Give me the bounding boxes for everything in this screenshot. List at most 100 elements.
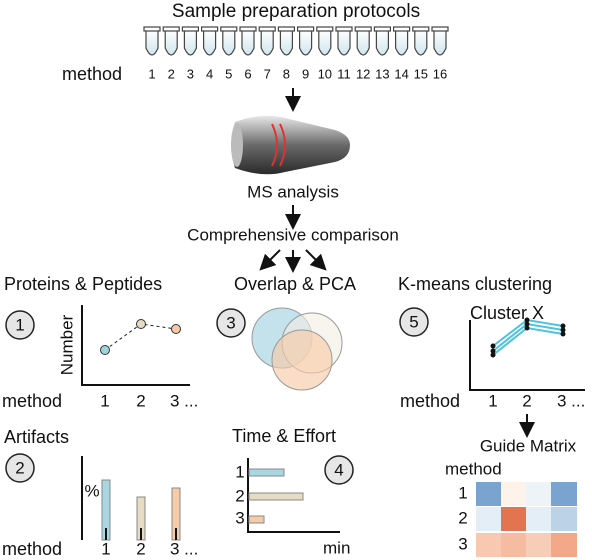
method-number: 16 (433, 66, 447, 81)
method-label: method (62, 64, 122, 84)
tube (375, 29, 389, 56)
panel-title: Proteins & Peptides (4, 274, 162, 294)
method-number: 15 (414, 66, 428, 81)
method-number: 1 (148, 66, 155, 81)
tube (433, 29, 447, 56)
tube (414, 29, 428, 56)
tube-cap (181, 26, 199, 32)
badge-number: 4 (334, 460, 343, 479)
matrix-title: Guide Matrix (480, 436, 577, 455)
tube-cap (316, 26, 334, 32)
y-tick: 1 (235, 462, 244, 481)
matrix-row: 3 (458, 534, 467, 553)
tube (299, 29, 313, 56)
tube (183, 29, 197, 56)
axes (81, 305, 190, 386)
cluster-points (490, 317, 566, 358)
x-tick: 2 (136, 391, 145, 410)
y-label: % (84, 481, 99, 500)
badge-number: 1 (15, 315, 24, 334)
tube-cap (412, 26, 430, 32)
y-tick: 2 (235, 486, 244, 505)
matrix-row: 2 (458, 508, 467, 527)
step: MS analysis (247, 182, 339, 201)
method-number: 4 (206, 66, 213, 81)
tube-cap (220, 26, 238, 32)
tube-cap (431, 26, 449, 32)
x-tick: 1 (100, 391, 109, 410)
method-number: 3 (187, 66, 194, 81)
badge (5, 453, 35, 483)
x-tick: 3 ... (170, 539, 198, 558)
tube (145, 29, 159, 56)
tube (318, 29, 332, 56)
matrix-row: 1 (458, 483, 467, 502)
panel-title: Overlap & PCA (234, 274, 356, 294)
method-number: 10 (318, 66, 332, 81)
matrix (476, 482, 577, 557)
method-number: 9 (302, 66, 309, 81)
tube (203, 29, 217, 56)
step: Comprehensive comparison (187, 225, 399, 244)
tube-cap (239, 26, 257, 32)
badge (216, 308, 246, 338)
arrow (305, 249, 327, 271)
method-number: 6 (244, 66, 251, 81)
matrix-row-label: method (445, 459, 502, 478)
axes (247, 458, 340, 533)
tube-cap (297, 26, 315, 32)
panel-subtitle: Cluster X (470, 303, 544, 323)
tube (395, 29, 409, 56)
bars (248, 468, 304, 524)
tube (260, 29, 274, 56)
badge-number: 5 (409, 312, 418, 331)
tube-cap (162, 26, 180, 32)
point (171, 324, 181, 334)
title: Sample preparation protocols (172, 1, 420, 22)
badge (399, 307, 429, 337)
tube (337, 29, 351, 56)
tube (164, 29, 178, 56)
badge-number: 2 (15, 458, 24, 477)
ms-instrument (231, 115, 350, 175)
point (136, 319, 146, 329)
tube-cap (201, 26, 219, 32)
bars (101, 479, 181, 541)
tube-cap (277, 26, 295, 32)
point (100, 345, 110, 355)
badge (5, 310, 35, 340)
tube-cap (354, 26, 372, 32)
badge-number: 3 (226, 313, 235, 332)
badge (324, 455, 354, 485)
x-tick: 3 ... (557, 391, 585, 410)
tubes (143, 26, 449, 56)
x-tick: 1 (488, 391, 497, 410)
tube (222, 29, 236, 56)
axes (469, 320, 585, 391)
x-label: method (2, 539, 62, 559)
method-number: 2 (168, 66, 175, 81)
y-tick: 3 (235, 508, 244, 527)
method-number: 13 (375, 66, 389, 81)
x-tick: 2 (136, 539, 145, 558)
x-tick: 3 ... (170, 391, 198, 410)
method-number: 8 (283, 66, 290, 81)
arrow (259, 249, 281, 271)
tube (356, 29, 370, 56)
tube-cap (373, 26, 391, 32)
panel-title: K-means clustering (398, 274, 552, 294)
tube-cap (393, 26, 411, 32)
x-label: method (2, 391, 62, 411)
tube-cap (335, 26, 353, 32)
panel-title: Time & Effort (232, 426, 336, 446)
method-number: 5 (225, 66, 232, 81)
x-tick: 2 (522, 391, 531, 410)
panel-title: Artifacts (4, 427, 69, 447)
tube-cap (143, 26, 161, 32)
venn (251, 307, 343, 391)
tube (241, 29, 255, 56)
method-number: 14 (394, 66, 408, 81)
method-number: 12 (356, 66, 370, 81)
tube-cap (258, 26, 276, 32)
